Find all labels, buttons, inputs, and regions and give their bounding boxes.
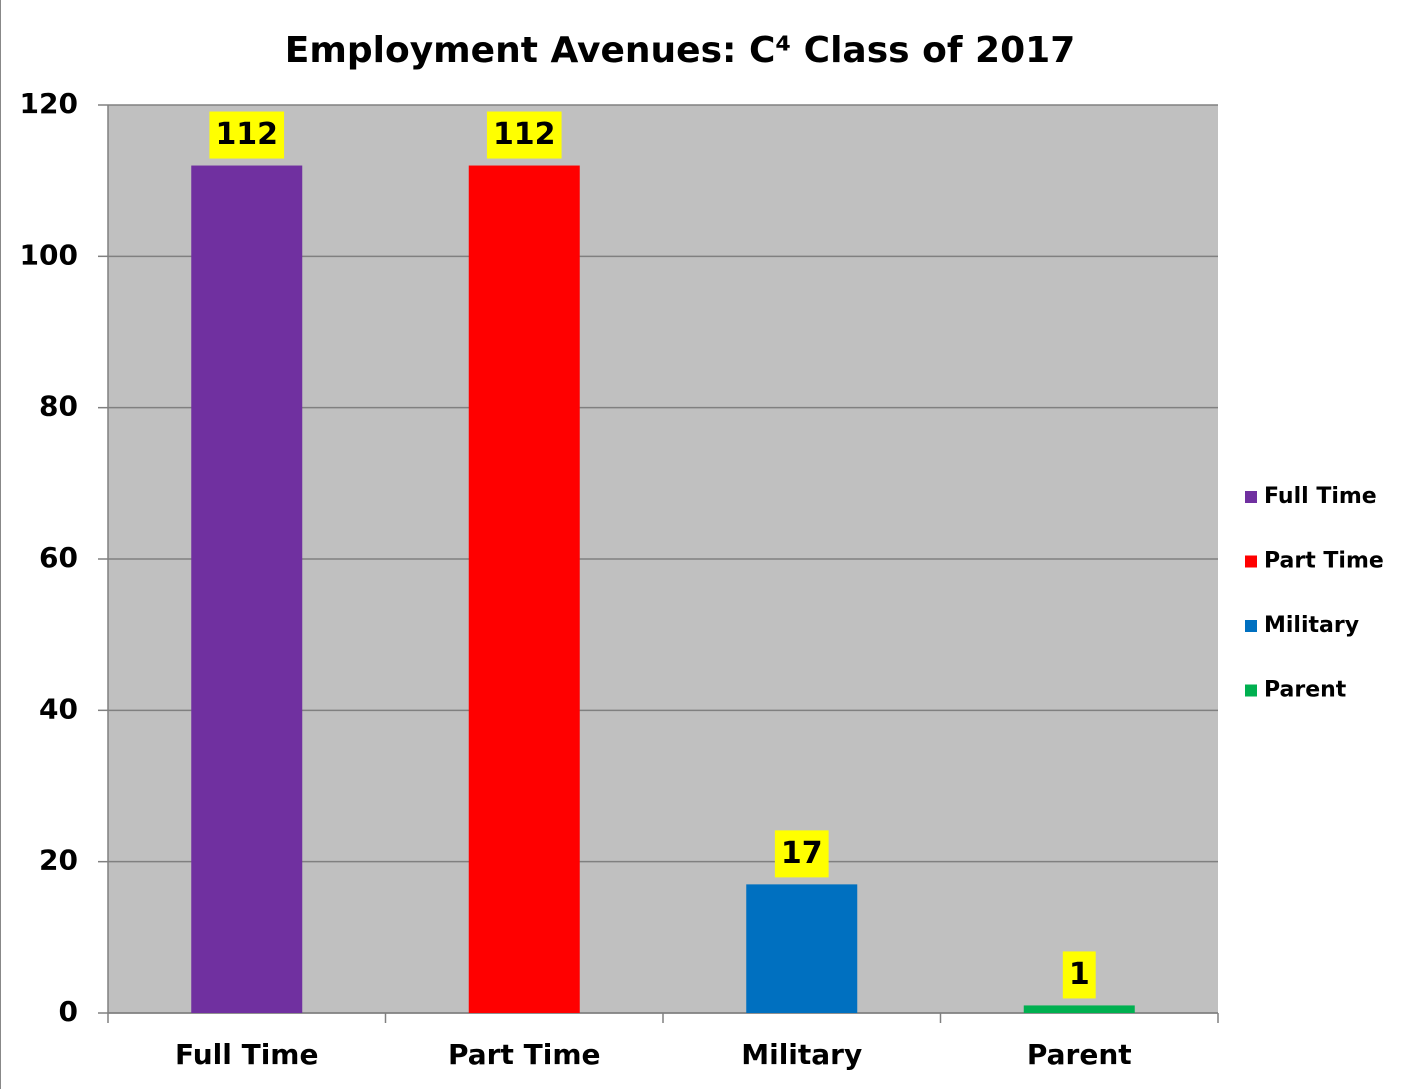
legend-label: Parent (1264, 678, 1347, 703)
bar (1023, 1005, 1135, 1013)
legend-swatch (1245, 555, 1257, 568)
legend-swatch (1245, 620, 1257, 632)
legend-swatch (1245, 491, 1257, 503)
legend-label: Part Time (1264, 549, 1384, 574)
x-tick-label: Parent (1027, 1038, 1132, 1071)
bar (191, 165, 303, 1014)
x-tick-label: Military (741, 1038, 862, 1071)
y-tick-label: 40 (39, 692, 78, 725)
x-tick-label: Full Time (175, 1038, 318, 1071)
y-tick-label: 100 (20, 238, 78, 271)
value-label-bg (1062, 951, 1096, 999)
chart-title: Employment Avenues: C⁴ Class of 2017 (285, 30, 1076, 71)
value-label-bg (209, 111, 285, 159)
legend-label: Full Time (1264, 484, 1377, 509)
y-tick-label: 0 (59, 995, 78, 1028)
value-label: 17 (781, 836, 823, 871)
x-tick-label: Part Time (448, 1038, 600, 1071)
y-tick-label: 80 (39, 390, 78, 423)
y-tick-label: 60 (39, 541, 78, 574)
bar (746, 884, 858, 1013)
value-label: 112 (493, 117, 556, 152)
value-label-bg (774, 830, 829, 878)
y-tick-label: 20 (39, 844, 78, 877)
value-label: 1 (1069, 957, 1090, 992)
value-label-bg (486, 111, 562, 159)
legend-label: Military (1264, 613, 1359, 638)
bar (468, 165, 580, 1014)
y-tick-label: 120 (20, 87, 78, 120)
value-label: 112 (215, 117, 278, 152)
legend-swatch (1245, 684, 1257, 697)
